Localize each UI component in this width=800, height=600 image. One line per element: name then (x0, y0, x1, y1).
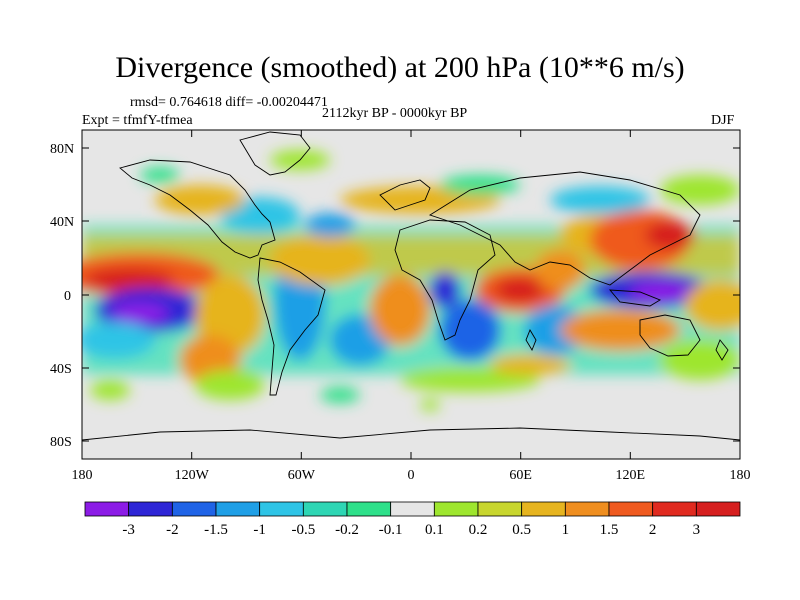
colorbar-box-8 (433, 501, 479, 517)
lon-label-180e: 180 (730, 468, 751, 483)
colorbar-box-12 (608, 501, 654, 517)
colorbar-label-1: -2 (166, 522, 179, 538)
colorbar-label-2: -1.5 (204, 522, 228, 538)
experiment-label: Expt = tfmfY-tfmea (82, 113, 193, 128)
lat-label-40n: 40N (50, 215, 74, 230)
colorbar-box-13 (652, 501, 697, 517)
colorbar-box-14 (695, 501, 741, 517)
lon-tick-marks (81, 130, 741, 459)
lon-label-120w: 120W (175, 468, 210, 483)
colorbar-label-4: -0.5 (291, 522, 315, 538)
lon-label-180w: 180 (72, 468, 93, 483)
colorbar-label-8: 0.2 (469, 522, 488, 538)
colorbar-box-9 (477, 501, 523, 517)
lat-label-40s: 40S (50, 362, 72, 377)
colorbar-label-13: 3 (693, 522, 701, 538)
lon-label-60w: 60W (288, 468, 316, 483)
lon-label-120e: 120E (616, 468, 646, 483)
colorbar (84, 501, 741, 517)
colorbar-box-10 (521, 501, 566, 517)
colorbar-box-5 (302, 501, 348, 517)
coastlines (82, 131, 740, 441)
period-label: 2112kyr BP - 0000kyr BP (322, 106, 468, 121)
colorbar-label-6: -0.1 (379, 522, 403, 538)
colorbar-box-4 (259, 501, 304, 517)
colorbar-label-10: 1 (562, 522, 570, 538)
colorbar-label-3: -1 (253, 522, 266, 538)
colorbar-label-12: 2 (649, 522, 657, 538)
lon-label-0: 0 (408, 468, 415, 483)
colorbar-label-5: -0.2 (335, 522, 359, 538)
colorbar-box-6 (346, 501, 392, 517)
map-title: Divergence (smoothed) at 200 hPa (10**6 … (115, 51, 685, 84)
lat-label-80s: 80S (50, 435, 72, 450)
colorbar-label-7: 0.1 (425, 522, 444, 538)
colorbar-box-11 (564, 501, 610, 517)
lat-label-80n: 80N (50, 142, 74, 157)
stats-line: rmsd= 0.764618 diff= -0.00204471 (130, 95, 328, 110)
colorbar-label-9: 0.5 (512, 522, 531, 538)
season-label: DJF (711, 113, 735, 128)
colorbar-box-2 (171, 501, 217, 517)
colorbar-box-3 (215, 501, 261, 517)
lat-label-0: 0 (64, 289, 71, 304)
lat-tick-marks (82, 147, 740, 442)
colorbar-box-0 (84, 501, 130, 517)
divergence-field (82, 150, 740, 411)
colorbar-labels: -3 -2 -1.5 -1 -0.5 -0.2 -0.1 0.1 0.2 0.5 1 1.5 2 3 (122, 522, 700, 538)
lon-label-60e: 60E (509, 468, 532, 483)
colorbar-label-0: -3 (122, 522, 135, 538)
colorbar-box-7 (390, 501, 435, 517)
colorbar-label-11: 1.5 (600, 522, 619, 538)
colorbar-box-1 (128, 501, 173, 517)
